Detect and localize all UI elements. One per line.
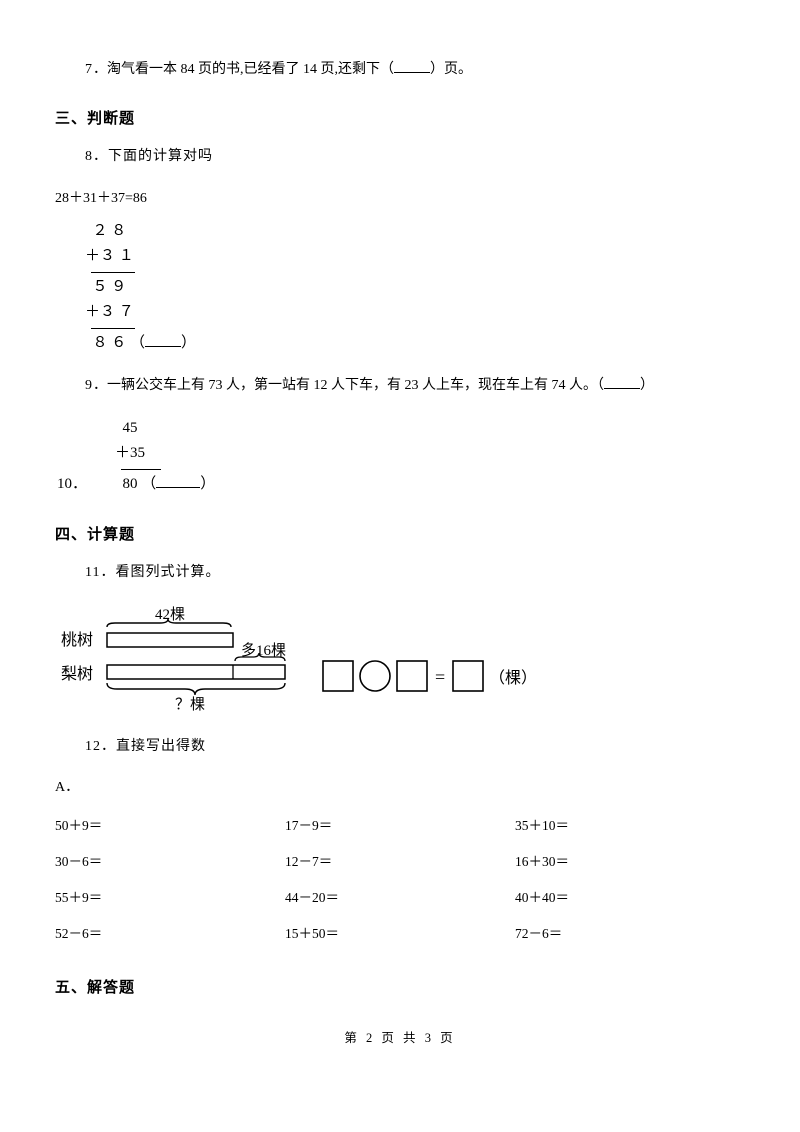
answer-box[interactable]: [397, 661, 427, 691]
calc-cell: 12－7＝: [285, 842, 515, 878]
bar-li: [107, 665, 285, 679]
calc-cell: 52－6＝: [55, 914, 285, 950]
q11-text: ．看图列式计算。: [100, 565, 220, 580]
q8-judge: （）: [130, 335, 196, 351]
calc-table: 50＋9＝ 17－9＝ 35＋10＝ 30－6＝ 12－7＝ 16＋30＝ 55…: [55, 806, 745, 950]
calc-cell: 30－6＝: [55, 842, 285, 878]
answer-box[interactable]: [453, 661, 483, 691]
blank-fill[interactable]: [145, 332, 181, 347]
q10-judge: （）: [141, 476, 215, 492]
calc-row: ＋３ １: [85, 244, 745, 270]
q9-num: 9: [85, 378, 93, 393]
calc-cell: 17－9＝: [285, 806, 515, 842]
answer-box[interactable]: [323, 661, 353, 691]
label-question: ？棵: [175, 696, 205, 713]
question-7: 7．淘气看一本 84 页的书,已经看了 14 页,还剩下（ ）页。: [85, 58, 745, 81]
table-row: 30－6＝ 12－7＝ 16＋30＝: [55, 842, 745, 878]
calc-cell: 72－6＝: [515, 914, 745, 950]
q11-diagram: 42棵 桃树 多16棵 梨树 ？棵 = （棵）: [55, 603, 745, 718]
q7-suffix: ）页。: [430, 62, 472, 77]
q10-vertical-calc: 45 ＋35 10． 80 （）: [115, 416, 745, 498]
table-row: 52－6＝ 15＋50＝ 72－6＝: [55, 914, 745, 950]
blank-fill[interactable]: [156, 473, 200, 488]
footer-c: 页: [440, 1031, 456, 1045]
calc-line: [91, 328, 135, 329]
equals-sign: =: [435, 667, 445, 687]
q9-text: ．一辆公交车上有 73 人，第一站有 12 人下车，有 23 人上车，现在车上有…: [93, 378, 604, 393]
calc-row: ２ ８: [85, 219, 745, 245]
q9-suffix: ）: [640, 378, 654, 393]
page-footer: 第 2 页 共 3 页: [55, 1027, 745, 1046]
calc-cell: 44－20＝: [285, 878, 515, 914]
section-4-heading: 四、计算题: [55, 523, 745, 544]
footer-total: 3: [425, 1031, 434, 1045]
blank-fill[interactable]: [394, 58, 430, 73]
calc-row: ＋３ ７: [85, 300, 745, 326]
calc-row: 80: [115, 476, 138, 492]
calc-line: [91, 272, 135, 273]
q8-text: ．下面的计算对吗: [93, 149, 213, 164]
calc-cell: 55＋9＝: [55, 878, 285, 914]
calc-row: ＋35: [115, 441, 745, 467]
tape-diagram-svg: 42棵 桃树 多16棵 梨树 ？棵 = （棵）: [55, 603, 555, 713]
footer-page: 2: [366, 1031, 375, 1045]
q12-num: 12: [85, 739, 101, 754]
calc-row: 45: [115, 416, 745, 442]
question-12: 12．直接写出得数: [85, 736, 745, 758]
section-5-heading: 五、解答题: [55, 976, 745, 997]
calc-cell: 40＋40＝: [515, 878, 745, 914]
section-3-heading: 三、判断题: [55, 107, 745, 128]
q10-num: 10．: [57, 472, 87, 498]
brace-icon: [107, 683, 285, 695]
calc-line: [121, 469, 161, 470]
question-8: 8．下面的计算对吗: [85, 146, 745, 168]
q8-vertical-calc: ２ ８ ＋３ １ ５ ９ ＋３ ７ ８ ６ （）: [85, 219, 745, 357]
q8-equation: 28＋31＋37=86: [55, 187, 745, 207]
q11-num: 11: [85, 565, 100, 580]
page: 7．淘气看一本 84 页的书,已经看了 14 页,还剩下（ ）页。 三、判断题 8…: [0, 0, 800, 1076]
calc-row: ５ ９: [85, 275, 745, 301]
q10-number: 10: [57, 476, 72, 492]
label-li: 梨树: [61, 665, 93, 683]
question-11: 11．看图列式计算。: [85, 562, 745, 584]
blank-fill[interactable]: [604, 374, 640, 389]
q8-num: 8: [85, 149, 93, 164]
calc-cell: 50＋9＝: [55, 806, 285, 842]
calc-cell: 15＋50＝: [285, 914, 515, 950]
bar-tao: [107, 633, 233, 647]
calc-group-a: A．: [55, 776, 745, 796]
q7-text: ．淘气看一本 84 页的书,已经看了 14 页,还剩下（: [93, 62, 394, 77]
label-42: 42棵: [155, 606, 185, 623]
q7-num: 7: [85, 62, 93, 77]
q12-text: ．直接写出得数: [101, 739, 206, 754]
table-row: 50＋9＝ 17－9＝ 35＋10＝: [55, 806, 745, 842]
unit-label: （棵）: [489, 669, 537, 687]
calc-cell: 16＋30＝: [515, 842, 745, 878]
question-9: 9．一辆公交车上有 73 人，第一站有 12 人下车，有 23 人上车，现在车上…: [85, 374, 745, 397]
operator-circle[interactable]: [360, 661, 390, 691]
footer-b: 页 共: [381, 1031, 418, 1045]
table-row: 55＋9＝ 44－20＝ 40＋40＝: [55, 878, 745, 914]
footer-a: 第: [344, 1031, 360, 1045]
calc-row: ８ ６: [85, 335, 126, 351]
calc-cell: 35＋10＝: [515, 806, 745, 842]
label-tao: 桃树: [61, 631, 93, 649]
